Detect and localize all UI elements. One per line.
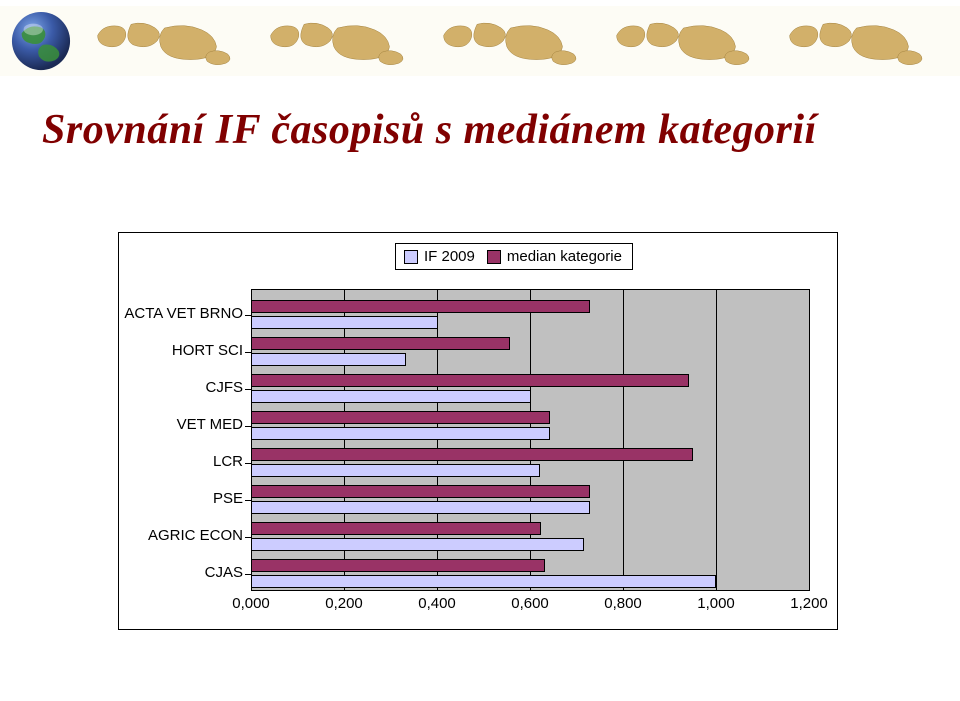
map-tile — [770, 6, 943, 76]
bar-if2009 — [251, 501, 590, 514]
y-tick — [245, 500, 251, 501]
plot-area — [251, 289, 810, 591]
bar-median — [251, 522, 541, 535]
bar-if2009 — [251, 390, 531, 403]
y-tick — [245, 426, 251, 427]
bar-median — [251, 559, 545, 572]
chart-legend: IF 2009 median kategorie — [395, 243, 633, 270]
x-tick-label: 0,200 — [325, 595, 363, 612]
bar-median — [251, 374, 689, 387]
map-tile — [251, 6, 424, 76]
y-tick — [245, 537, 251, 538]
map-tile — [78, 6, 251, 76]
x-tick-label: 1,200 — [790, 595, 828, 612]
map-tile — [424, 6, 597, 76]
bar-median — [251, 300, 590, 313]
x-tick-label: 0,400 — [418, 595, 456, 612]
y-tick — [245, 352, 251, 353]
legend-label-median: median kategorie — [507, 248, 622, 265]
y-tick — [245, 463, 251, 464]
header-strip — [0, 6, 960, 76]
legend-swatch-if2009 — [404, 250, 418, 264]
bar-if2009 — [251, 538, 584, 551]
y-category-label: CJFS — [119, 379, 243, 396]
y-category-label: VET MED — [119, 416, 243, 433]
x-tick-label: 0,800 — [604, 595, 642, 612]
y-tick — [245, 315, 251, 316]
legend-swatch-median — [487, 250, 501, 264]
y-category-label: PSE — [119, 490, 243, 507]
slide-title: Srovnání IF časopisů s mediánem kategori… — [42, 106, 817, 154]
bar-median — [251, 485, 590, 498]
bar-if2009 — [251, 427, 550, 440]
y-category-label: CJAS — [119, 564, 243, 581]
bar-if2009 — [251, 464, 540, 477]
globe-icon — [10, 10, 72, 72]
y-category-label: ACTA VET BRNO — [119, 305, 243, 322]
bar-if2009 — [251, 316, 438, 329]
bar-median — [251, 337, 510, 350]
x-tick-label: 0,000 — [232, 595, 270, 612]
gridline — [623, 290, 624, 590]
gridline — [809, 290, 810, 590]
chart-container: IF 2009 median kategorie 0,000 0,200 0,400… — [118, 232, 838, 630]
legend-label-if2009: IF 2009 — [424, 248, 475, 265]
bar-if2009 — [251, 575, 716, 588]
bar-median — [251, 411, 550, 424]
x-tick-label: 0,600 — [511, 595, 549, 612]
y-category-label: AGRIC ECON — [119, 527, 243, 544]
y-tick — [245, 574, 251, 575]
bar-if2009 — [251, 353, 406, 366]
map-tile — [597, 6, 770, 76]
bar-median — [251, 448, 693, 461]
x-tick-label: 1,000 — [697, 595, 735, 612]
y-tick — [245, 389, 251, 390]
y-category-label: LCR — [119, 453, 243, 470]
gridline — [716, 290, 717, 590]
y-category-label: HORT SCI — [119, 342, 243, 359]
